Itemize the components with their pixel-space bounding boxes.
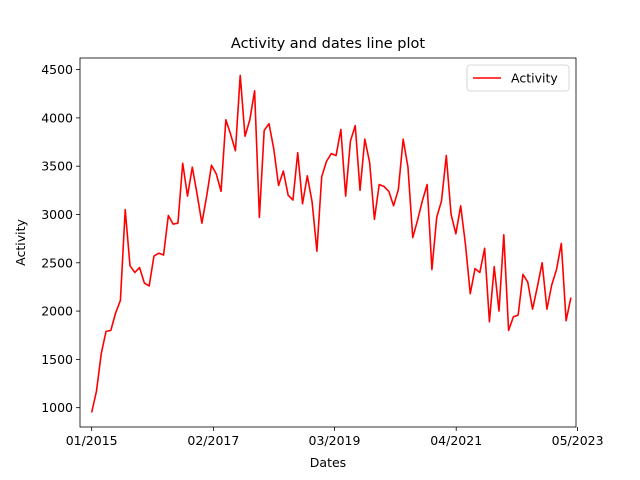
x-tick-label: 02/2017 xyxy=(187,433,239,448)
x-tick-label: 03/2019 xyxy=(309,433,361,448)
y-tick-label: 2000 xyxy=(41,304,73,319)
y-axis: 1000 1500 2000 2500 3000 3500 4000 4500 xyxy=(41,62,80,415)
x-axis-label: Dates xyxy=(310,455,346,470)
x-tick-label: 01/2015 xyxy=(66,433,118,448)
y-tick-label: 3000 xyxy=(41,207,73,222)
legend-box xyxy=(466,64,570,92)
y-tick-label: 1000 xyxy=(41,400,73,415)
y-tick-label: 1500 xyxy=(41,352,73,367)
legend-label-activity: Activity xyxy=(511,71,558,86)
y-tick-label: 3500 xyxy=(41,159,73,174)
y-tick-label: 2500 xyxy=(41,255,73,270)
axes-frame xyxy=(79,57,577,428)
plot-area xyxy=(90,74,572,413)
series-line-activity xyxy=(90,74,572,413)
y-tick-label: 4500 xyxy=(41,62,73,77)
x-tick-label: 05/2023 xyxy=(552,433,604,448)
y-axis-label: Activity xyxy=(13,219,28,266)
x-tick-label: 04/2021 xyxy=(430,433,482,448)
legend: Activity xyxy=(466,64,570,92)
x-axis: 01/2015 02/2017 03/2019 04/2021 05/2023 xyxy=(66,427,604,448)
y-tick-label: 4000 xyxy=(41,110,73,125)
chart-title: Activity and dates line plot xyxy=(231,36,425,52)
